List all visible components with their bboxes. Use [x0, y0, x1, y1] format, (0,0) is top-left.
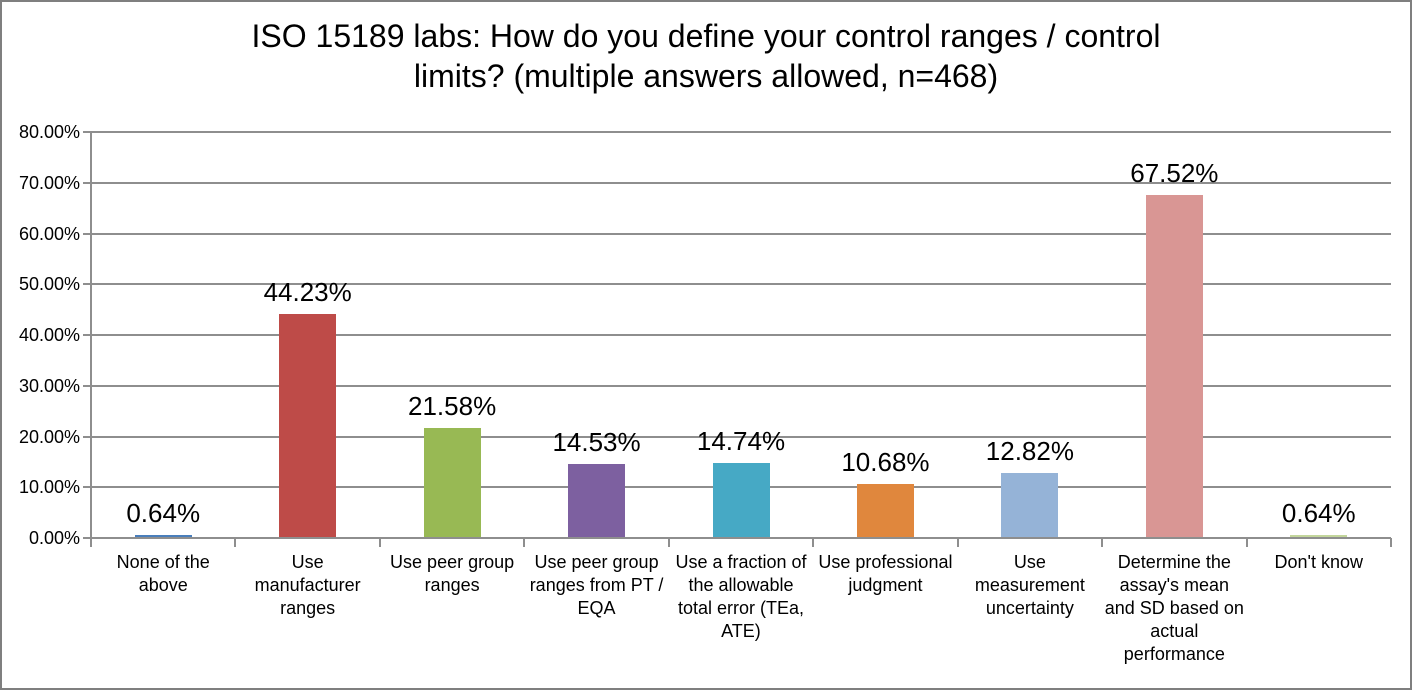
bar-1 — [134, 534, 192, 537]
category-label-line: above — [138, 575, 188, 595]
major-gridline — [91, 384, 1391, 387]
y-axis-tick-label: 0.00% — [28, 528, 80, 548]
y-axis-tick-label: 40.00% — [18, 325, 80, 345]
x-axis-line — [91, 537, 1391, 539]
category-label-line: Use professional — [818, 552, 953, 572]
x-axis-tick — [812, 538, 815, 547]
category-label-line: and SD based on — [1104, 598, 1244, 618]
category-label-line: ATE) — [721, 621, 761, 641]
y-axis-tick — [83, 486, 91, 489]
major-gridline — [91, 435, 1391, 438]
category-label-line: judgment — [848, 575, 923, 595]
y-axis-line — [90, 132, 92, 539]
major-gridline — [91, 131, 1391, 133]
chart-title-line: limits? (multiple answers allowed, n=468… — [413, 58, 999, 94]
data-label: 12.82% — [985, 435, 1074, 466]
y-axis-tick-label: 30.00% — [18, 375, 80, 396]
y-axis-tick — [83, 537, 91, 539]
data-label: 14.53% — [552, 427, 641, 458]
x-axis-tick — [234, 538, 237, 547]
y-axis-tick — [83, 131, 91, 133]
category-label-line: Use — [291, 552, 324, 572]
x-axis-tick — [378, 538, 381, 547]
major-gridline — [91, 232, 1391, 235]
x-axis-tick — [1390, 538, 1392, 547]
bar-8 — [1145, 195, 1203, 537]
chart-title: ISO 15189 labs: How do you define your c… — [2, 16, 1410, 96]
x-axis-tick — [1101, 538, 1104, 547]
y-axis-tick — [83, 334, 91, 336]
category-label: Use peer group ranges — [380, 551, 524, 597]
data-label: 0.64% — [1281, 497, 1356, 528]
bar-7 — [1001, 472, 1059, 537]
category-label-line: EQA — [577, 598, 616, 618]
category-label: Determine the assay's mean and SD based on… — [1102, 551, 1246, 666]
y-axis-tick-label: 80.00% — [18, 122, 80, 142]
data-label: 67.52% — [1130, 158, 1219, 189]
y-axis-tick-label: 70.00% — [18, 172, 80, 193]
category-label-line: total error (TEa, — [677, 598, 804, 618]
category-label-line: Use — [1013, 552, 1046, 572]
category-label: Use peer group ranges from PT / EQA — [524, 551, 668, 620]
y-axis-tick-label: 60.00% — [18, 223, 80, 244]
data-label: 14.74% — [696, 426, 786, 457]
y-axis-tick — [83, 435, 91, 438]
major-gridline — [91, 334, 1391, 336]
category-label-line: Use peer group — [390, 552, 515, 572]
category-label: Use measurement uncertainty — [958, 551, 1102, 620]
x-axis-tick — [956, 538, 959, 547]
y-axis-tick — [83, 181, 91, 184]
category-label-line: the allowable — [688, 575, 794, 595]
x-axis-tick — [90, 538, 92, 547]
category-label-line: manufacturer — [254, 575, 361, 595]
bar-2 — [279, 313, 337, 537]
category-label: Use manufacturer ranges — [235, 551, 379, 620]
category-label-line: uncertainty — [985, 598, 1074, 618]
category-label: Use professional judgment — [813, 551, 957, 597]
chart-title-line: ISO 15189 labs: How do you define your c… — [251, 18, 1161, 54]
x-axis-tick — [523, 538, 526, 547]
category-label-line: ranges — [280, 598, 336, 618]
category-label: Use a fraction of the allowable total erro… — [669, 551, 813, 643]
category-label-line: ranges — [424, 575, 480, 595]
category-label: Don't know — [1247, 551, 1391, 574]
bar-5 — [712, 463, 770, 537]
category-label: None of the above — [91, 551, 235, 597]
major-gridline — [91, 283, 1391, 286]
y-axis-tick — [83, 384, 91, 387]
bar-3 — [423, 428, 481, 537]
data-label: 21.58% — [408, 391, 497, 422]
bar-4 — [568, 464, 626, 537]
category-label-line: measurement — [974, 575, 1085, 595]
category-label-line: Determine the — [1117, 552, 1231, 572]
category-label-line: Use a fraction of — [675, 552, 807, 572]
category-label-line: Don't know — [1274, 552, 1363, 572]
x-axis-tick — [667, 538, 670, 547]
category-label-line: Use peer group — [534, 552, 659, 572]
category-label-line: None of the — [116, 552, 210, 572]
category-label-line: performance — [1123, 644, 1225, 664]
category-label-line: ranges from PT / — [529, 575, 664, 595]
y-axis-tick — [83, 283, 91, 286]
category-label-line: actual — [1150, 621, 1199, 641]
category-label-line: assay's mean — [1119, 575, 1230, 595]
y-axis-tick-label: 10.00% — [18, 477, 80, 498]
y-axis-tick-label: 50.00% — [18, 274, 80, 295]
y-axis-tick-label: 20.00% — [18, 426, 80, 447]
bar-6 — [856, 483, 914, 537]
data-label: 44.23% — [263, 276, 352, 307]
data-label: 0.64% — [126, 497, 201, 528]
major-gridline — [91, 181, 1391, 184]
bar-9 — [1290, 534, 1348, 537]
x-axis-tick — [1245, 538, 1248, 547]
data-label: 10.68% — [841, 446, 930, 477]
y-axis-tick — [83, 232, 91, 235]
